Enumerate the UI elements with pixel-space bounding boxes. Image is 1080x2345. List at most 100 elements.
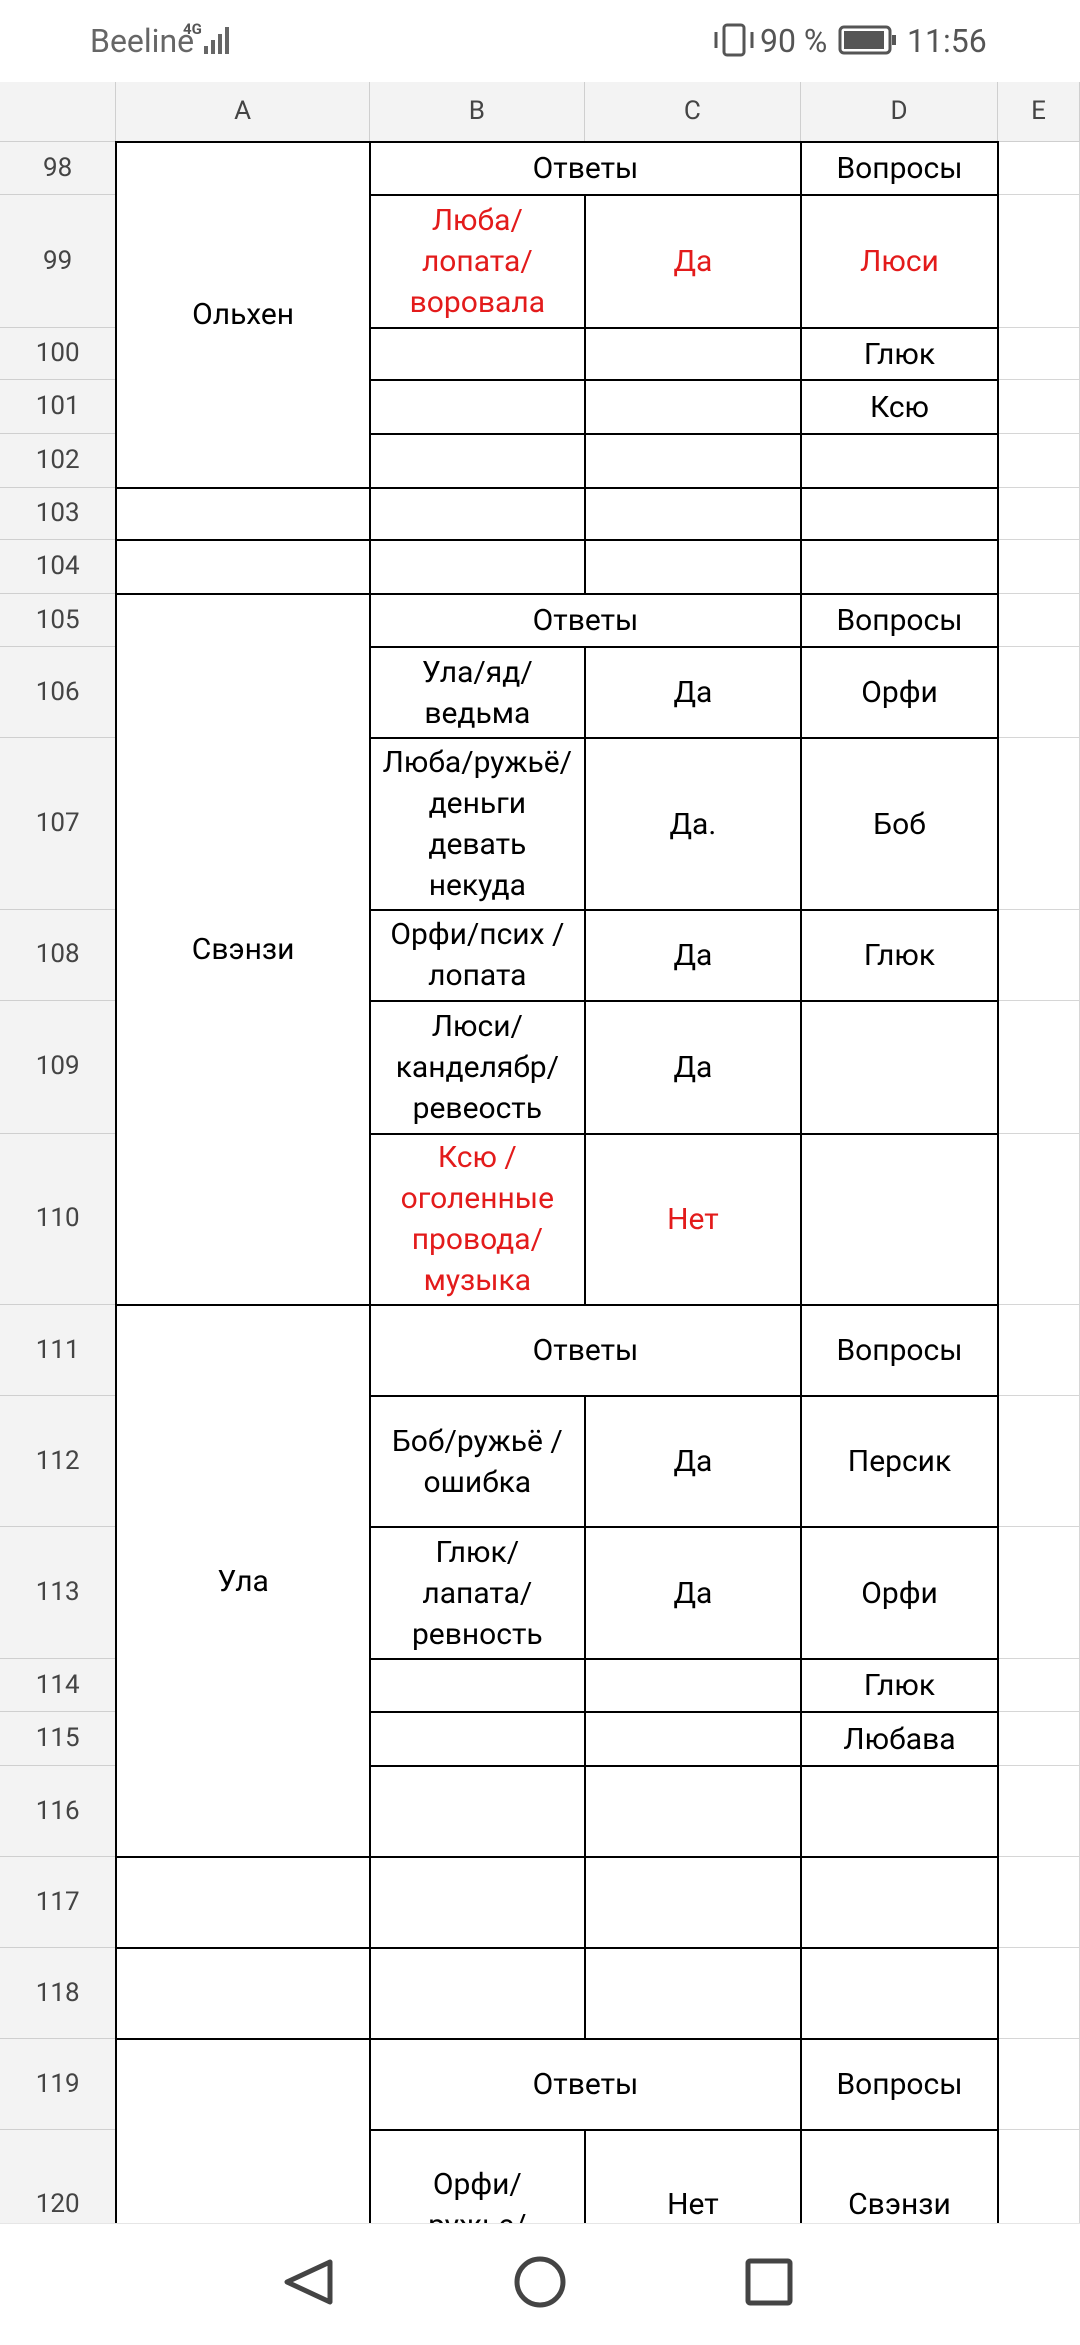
cell: Да (583, 999, 803, 1135)
cell: Глюк (800, 1657, 999, 1714)
cell (583, 1856, 803, 1950)
cell: Вопросы (800, 140, 999, 197)
cell (997, 1133, 1080, 1306)
cell (997, 1857, 1080, 1949)
row-header: 114 (0, 1658, 117, 1713)
cell (997, 1658, 1080, 1713)
merged-cell (115, 1947, 371, 2041)
cell: Боб (800, 737, 999, 911)
cell: Да. (583, 737, 803, 911)
row-header: 100 (0, 328, 117, 381)
clock: 11:56 (907, 22, 987, 60)
row-header: 104 (0, 539, 117, 594)
column-header: B (369, 82, 585, 142)
cell: Люба/ лопата/ воровала (368, 194, 586, 330)
merged-cell (115, 1856, 371, 1950)
cell: Орфи/ ружье/ (368, 2129, 586, 2223)
column-header: C (584, 82, 802, 142)
cell: Глюк (800, 327, 999, 382)
cell (997, 539, 1080, 594)
battery-icon (838, 25, 896, 55)
cell: Свэнзи (800, 2129, 999, 2223)
row-header: 117 (0, 1857, 117, 1949)
column-header: A (116, 82, 370, 142)
row-header: 108 (0, 909, 117, 1001)
column-header: D (801, 82, 998, 142)
row-header: 106 (0, 647, 117, 739)
cell (583, 433, 803, 489)
cell: Персик (800, 1395, 999, 1529)
row-header: 110 (0, 1133, 117, 1306)
cell: Глюк (800, 908, 999, 1002)
spreadsheet: A B C D E 98 Ответы Вопросы 99 Люба/ лопата/ воро… (0, 82, 1080, 2223)
cell: Глюк/ лапата/ ревность (368, 1526, 586, 1660)
cell: Ответы (368, 2038, 803, 2132)
corner-header (0, 82, 117, 142)
row-header: 111 (0, 1305, 117, 1397)
row-header: 109 (0, 1000, 117, 1134)
cell (997, 1000, 1080, 1134)
cell (997, 2039, 1080, 2131)
cell (997, 738, 1080, 910)
cell (583, 538, 803, 595)
cell: Да (583, 1526, 803, 1660)
row-header: 120 (0, 2130, 117, 2223)
merged-cell (115, 486, 371, 541)
cell (800, 1856, 999, 1950)
row-header: 98 (0, 141, 117, 196)
cell: Орфи (800, 1526, 999, 1660)
cell (800, 1765, 999, 1859)
cell (583, 327, 803, 382)
cell (583, 1711, 803, 1768)
cell (997, 328, 1080, 381)
cell (368, 1856, 586, 1950)
cell (997, 909, 1080, 1001)
row-header: 99 (0, 195, 117, 329)
row-header: 107 (0, 738, 117, 910)
cell (800, 1132, 999, 1307)
row-header: 102 (0, 434, 117, 488)
cell (997, 1396, 1080, 1528)
cell: Любава (800, 1711, 999, 1768)
cell (368, 1711, 586, 1768)
cell (800, 538, 999, 595)
cell (997, 647, 1080, 739)
recents-button[interactable] (745, 2258, 793, 2306)
cell: Да (583, 646, 803, 740)
vibrate-icon (714, 23, 754, 57)
home-button[interactable] (514, 2256, 566, 2308)
cell (583, 1765, 803, 1859)
cell (368, 433, 586, 489)
cell: Да (583, 1395, 803, 1529)
battery-percent: 90 % (760, 22, 828, 60)
cell (997, 434, 1080, 488)
cell: Ула/яд/ ведьма (368, 646, 586, 740)
cell (583, 1657, 803, 1714)
cell (800, 433, 999, 489)
carrier: Beeline (90, 22, 195, 60)
network-type: 4G (183, 20, 202, 38)
row-header: 105 (0, 593, 117, 648)
cell (800, 486, 999, 541)
back-button[interactable] (284, 2259, 333, 2305)
row-header: 101 (0, 380, 117, 435)
cell (368, 327, 586, 382)
cell (998, 2130, 1080, 2223)
cell: Вопросы (800, 592, 999, 649)
cell (368, 486, 586, 541)
cell: Люси (800, 194, 999, 330)
cell: Ответы (368, 1304, 803, 1398)
cell (583, 486, 803, 541)
signal-icon (204, 27, 229, 54)
cell (997, 487, 1080, 540)
cell: Орфи/псих / лопата (368, 908, 586, 1002)
cell (368, 538, 586, 595)
merged-cell: Ольхен (115, 140, 371, 489)
cell (368, 1765, 586, 1859)
cell: Ксю / оголенные провода/ музыка (368, 1132, 586, 1307)
cell (368, 379, 586, 436)
cell (800, 999, 999, 1135)
cell: Ответы (368, 140, 803, 197)
cell (368, 1657, 586, 1714)
